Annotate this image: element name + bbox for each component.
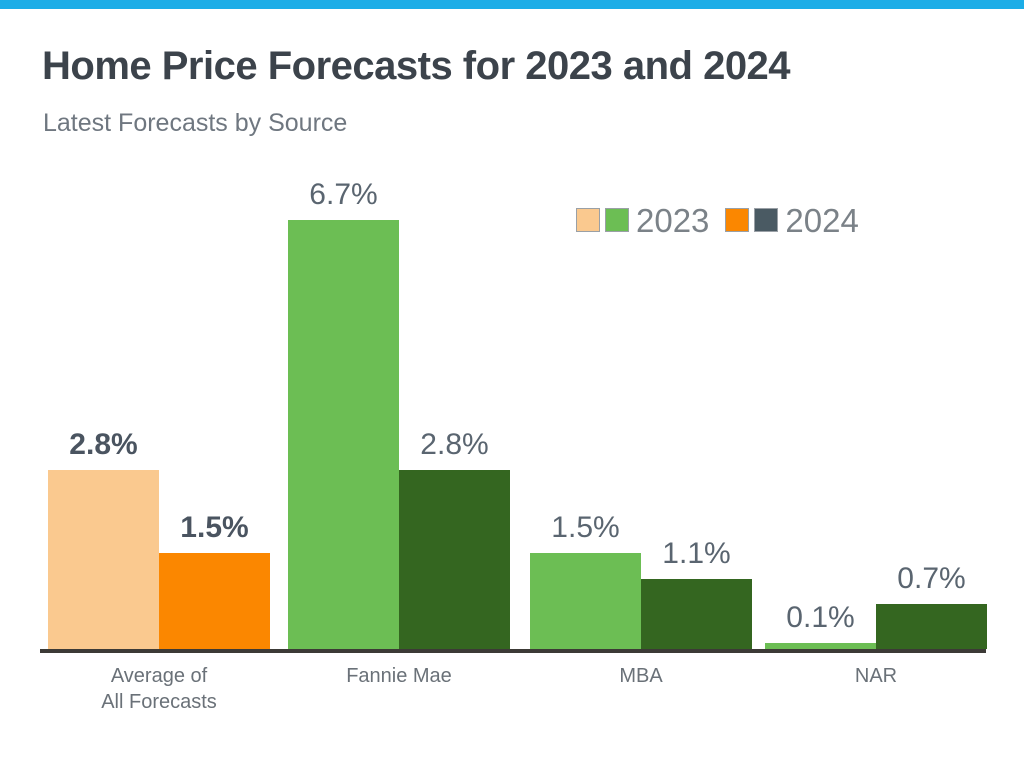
bar-value-label-2024-group-2: 2.8%	[420, 428, 489, 461]
bar-2023-group-4[interactable]	[765, 643, 876, 649]
chart-legend: 2023 2024	[576, 200, 875, 240]
legend-label-2023: 2023	[636, 201, 710, 239]
bar-2024-group-1[interactable]	[159, 553, 270, 649]
bar-2024-group-3[interactable]	[641, 579, 752, 649]
bar-2023-group-3[interactable]	[530, 553, 641, 649]
legend-swatch-2023-1	[576, 208, 600, 232]
legend-entry-2024[interactable]: 2024	[725, 204, 874, 237]
page-subtitle: Latest Forecasts by Source	[43, 109, 348, 137]
page-title: Home Price Forecasts for 2023 and 2024	[42, 44, 791, 88]
legend-swatch-2024-2	[754, 208, 779, 232]
bar-2024-group-4[interactable]	[876, 604, 987, 649]
legend-swatch-2023-2	[605, 208, 629, 232]
bar-value-label-2023-group-1: 2.8%	[69, 428, 138, 461]
bar-value-label-2024-group-4: 0.7%	[897, 562, 966, 595]
bar-value-label-2023-group-3: 1.5%	[551, 511, 620, 544]
legend-label-2024: 2024	[785, 201, 859, 239]
bar-2024-group-2[interactable]	[399, 470, 510, 649]
legend-swatch-2024-1	[725, 208, 750, 232]
category-label-2: Fannie Mae	[346, 665, 452, 687]
top-accent-band	[0, 0, 1024, 9]
legend-swatches	[576, 208, 634, 232]
bar-2023-group-2[interactable]	[288, 220, 399, 649]
legend-swatches	[725, 208, 783, 232]
bar-value-label-2023-group-2: 6.7%	[309, 178, 378, 211]
category-label-4: NAR	[854, 665, 898, 687]
bar-value-label-2023-group-4: 0.1%	[786, 601, 855, 634]
x-axis-line	[40, 649, 986, 653]
bar-value-label-2024-group-1: 1.5%	[180, 511, 249, 544]
category-label-3: MBA	[619, 665, 663, 687]
legend-entry-2023[interactable]: 2023	[576, 204, 725, 237]
bar-value-label-2024-group-3: 1.1%	[662, 537, 731, 570]
category-label-1: Average of All Forecasts	[101, 665, 217, 713]
bar-2023-group-1[interactable]	[48, 470, 159, 649]
